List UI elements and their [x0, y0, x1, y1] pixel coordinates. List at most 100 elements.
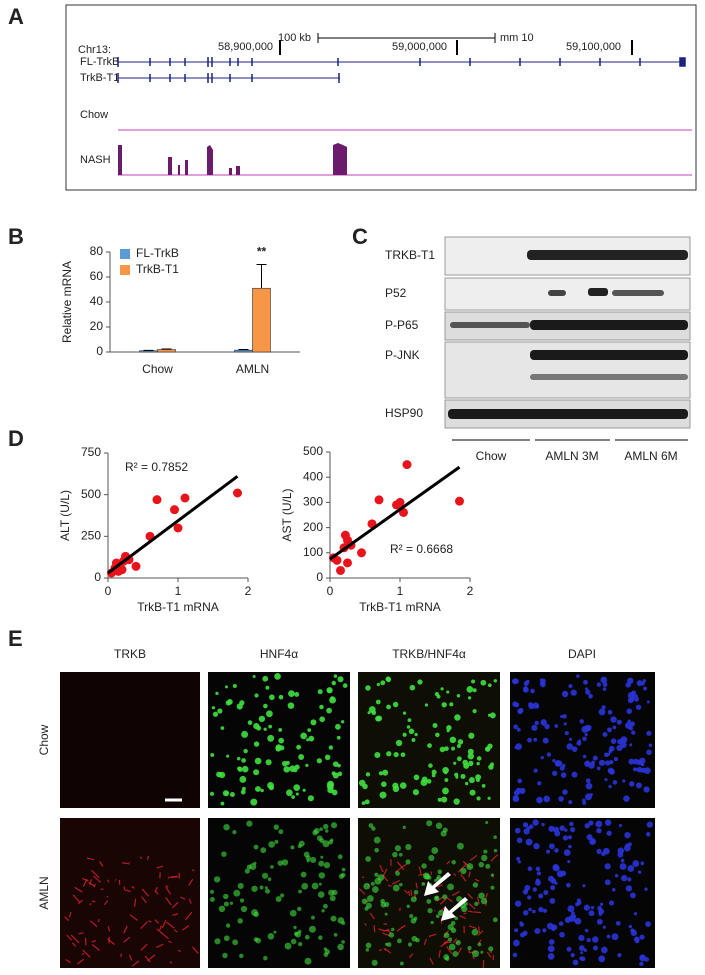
nucleus	[616, 719, 622, 725]
stain	[446, 945, 453, 955]
nucleus	[364, 799, 370, 805]
nucleus	[278, 694, 284, 700]
stain	[131, 960, 140, 967]
position: 59,100,000	[566, 41, 621, 53]
nucleus	[444, 778, 449, 783]
stain	[428, 933, 437, 937]
point	[402, 460, 412, 470]
nucleus	[489, 712, 496, 719]
nucleus	[481, 783, 486, 788]
nucleus	[519, 787, 526, 795]
stain	[131, 885, 135, 889]
nucleus	[318, 882, 322, 886]
stain	[89, 903, 92, 906]
nucleus	[434, 879, 438, 883]
nucleus	[639, 757, 646, 764]
nucleus	[599, 902, 604, 906]
stain	[436, 884, 443, 888]
nucleus	[558, 921, 564, 926]
nucleus	[306, 738, 310, 742]
nucleus	[566, 882, 571, 888]
nucleus	[551, 924, 558, 931]
nucleus	[420, 779, 428, 787]
nucleus	[532, 819, 539, 826]
stain	[147, 954, 156, 962]
nucleus	[232, 939, 239, 946]
micrograph	[60, 818, 200, 968]
stain	[474, 878, 480, 882]
column-label: DAPI	[568, 647, 596, 661]
nucleus	[583, 679, 588, 685]
nucleus	[635, 782, 642, 789]
stain	[191, 946, 199, 954]
nucleus	[450, 927, 457, 934]
nucleus	[365, 772, 371, 777]
nucleus	[560, 870, 567, 877]
nucleus	[604, 879, 611, 886]
nucleus	[330, 915, 337, 922]
nucleus	[601, 946, 608, 954]
nucleus	[514, 900, 522, 907]
nucleus	[442, 787, 449, 795]
nucleus	[232, 683, 237, 689]
y-tick-label: 400	[303, 469, 323, 483]
nucleus	[487, 683, 492, 688]
nucleus	[237, 918, 243, 924]
nucleus	[435, 914, 440, 919]
nucleus	[466, 686, 474, 693]
stain	[160, 932, 170, 940]
nucleus	[645, 921, 651, 927]
nucleus	[608, 900, 615, 906]
nucleus	[624, 832, 631, 839]
stain	[457, 947, 463, 955]
nucleus	[562, 714, 567, 719]
nucleus	[328, 745, 334, 750]
stain	[392, 879, 401, 885]
nucleus	[407, 942, 413, 947]
nucleus	[297, 906, 302, 912]
nucleus	[468, 760, 474, 767]
nucleus	[388, 932, 395, 938]
stain	[468, 925, 478, 930]
nucleus	[531, 724, 538, 731]
nucleus	[627, 877, 632, 882]
nucleus	[406, 725, 411, 729]
nucleus	[611, 887, 616, 892]
nucleus	[269, 694, 275, 701]
nucleus	[617, 953, 622, 958]
nucleus	[523, 686, 528, 691]
nucleus	[627, 697, 634, 704]
stain	[156, 865, 164, 869]
point	[374, 495, 384, 505]
nucleus	[471, 679, 476, 684]
nucleus	[441, 702, 447, 708]
stain	[91, 900, 96, 903]
nucleus	[437, 869, 443, 875]
nucleus	[617, 847, 625, 855]
stain	[438, 950, 441, 958]
nucleus	[533, 843, 540, 850]
y-tick-label: 80	[90, 244, 104, 258]
gene-label: FL-TrkB	[80, 56, 119, 68]
nucleus	[596, 682, 602, 687]
x-axis-label: TrkB-T1 mRNA	[359, 600, 441, 614]
nucleus	[558, 796, 564, 802]
nucleus	[327, 688, 332, 693]
nucleus	[414, 732, 418, 737]
nucleus	[220, 801, 225, 806]
nucleus	[627, 692, 635, 699]
nucleus	[543, 795, 551, 803]
band	[448, 409, 688, 419]
nucleus	[609, 759, 614, 765]
nucleus	[513, 939, 520, 947]
trendline	[329, 465, 461, 561]
nucleus	[453, 761, 457, 765]
nucleus	[644, 957, 650, 962]
nucleus	[253, 911, 259, 918]
nucleus	[535, 879, 541, 886]
nucleus	[337, 854, 343, 860]
nucleus	[512, 952, 518, 958]
band	[530, 374, 688, 380]
nucleus	[384, 912, 388, 916]
nucleus	[576, 900, 582, 905]
